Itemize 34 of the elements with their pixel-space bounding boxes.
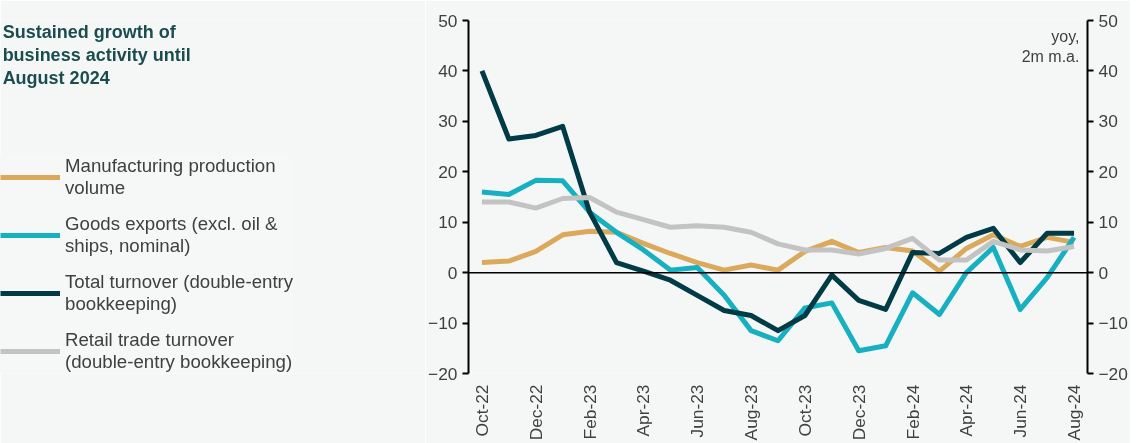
x-tick-label: Oct-22 <box>471 384 492 437</box>
y-tick-label: 50 <box>438 10 458 31</box>
x-tick-label: Oct-23 <box>794 384 815 437</box>
y-tick-label: 0 <box>447 262 458 283</box>
x-tick-label: Aug-24 <box>1064 384 1085 441</box>
x-tick-label: Jun-24 <box>1010 384 1031 438</box>
y2-tick-label: −20 <box>1098 363 1128 384</box>
x-tick-label: Apr-24 <box>956 384 977 437</box>
x-tick-label: Feb-24 <box>902 384 923 440</box>
x-tick-label: Aug-23 <box>741 384 762 441</box>
x-tick-label: Dec-23 <box>848 384 869 441</box>
y-tick-label: 30 <box>438 111 458 132</box>
y2-tick-label: 30 <box>1098 111 1118 132</box>
y2-tick-label: 0 <box>1098 262 1109 283</box>
x-tick-label: Apr-23 <box>633 384 654 437</box>
y-tick-label: 10 <box>438 212 458 233</box>
y-tick-label: 40 <box>438 60 458 81</box>
text: Sustained growth of business activity until August 2024 <box>2 22 191 89</box>
legend-label: Total turnover (double-entry bookkeeping) <box>65 271 294 315</box>
y-tick-label: 20 <box>438 161 458 182</box>
y-tick-label: −10 <box>428 313 458 334</box>
y2-tick-label: 40 <box>1098 60 1118 81</box>
y2-tick-label: 20 <box>1098 161 1118 182</box>
legend-label: Goods exports (excl. oil & ships, nominal) <box>65 213 278 257</box>
y-tick-label: −20 <box>428 363 458 384</box>
y2-tick-label: −10 <box>1098 313 1128 334</box>
annotation: yoy, 2m m.a. <box>1021 28 1080 66</box>
x-tick-label: Dec-22 <box>525 384 546 441</box>
x-tick-label: Jun-23 <box>687 384 708 438</box>
x-tick-label: Feb-23 <box>579 384 600 440</box>
y2-tick-label: 50 <box>1098 10 1118 31</box>
y2-tick-label: 10 <box>1098 212 1118 233</box>
legend-label: Retail trade turnover (double-entry bookkeeping) <box>65 329 293 373</box>
legend-label: Manufacturing production volume <box>65 155 276 199</box>
